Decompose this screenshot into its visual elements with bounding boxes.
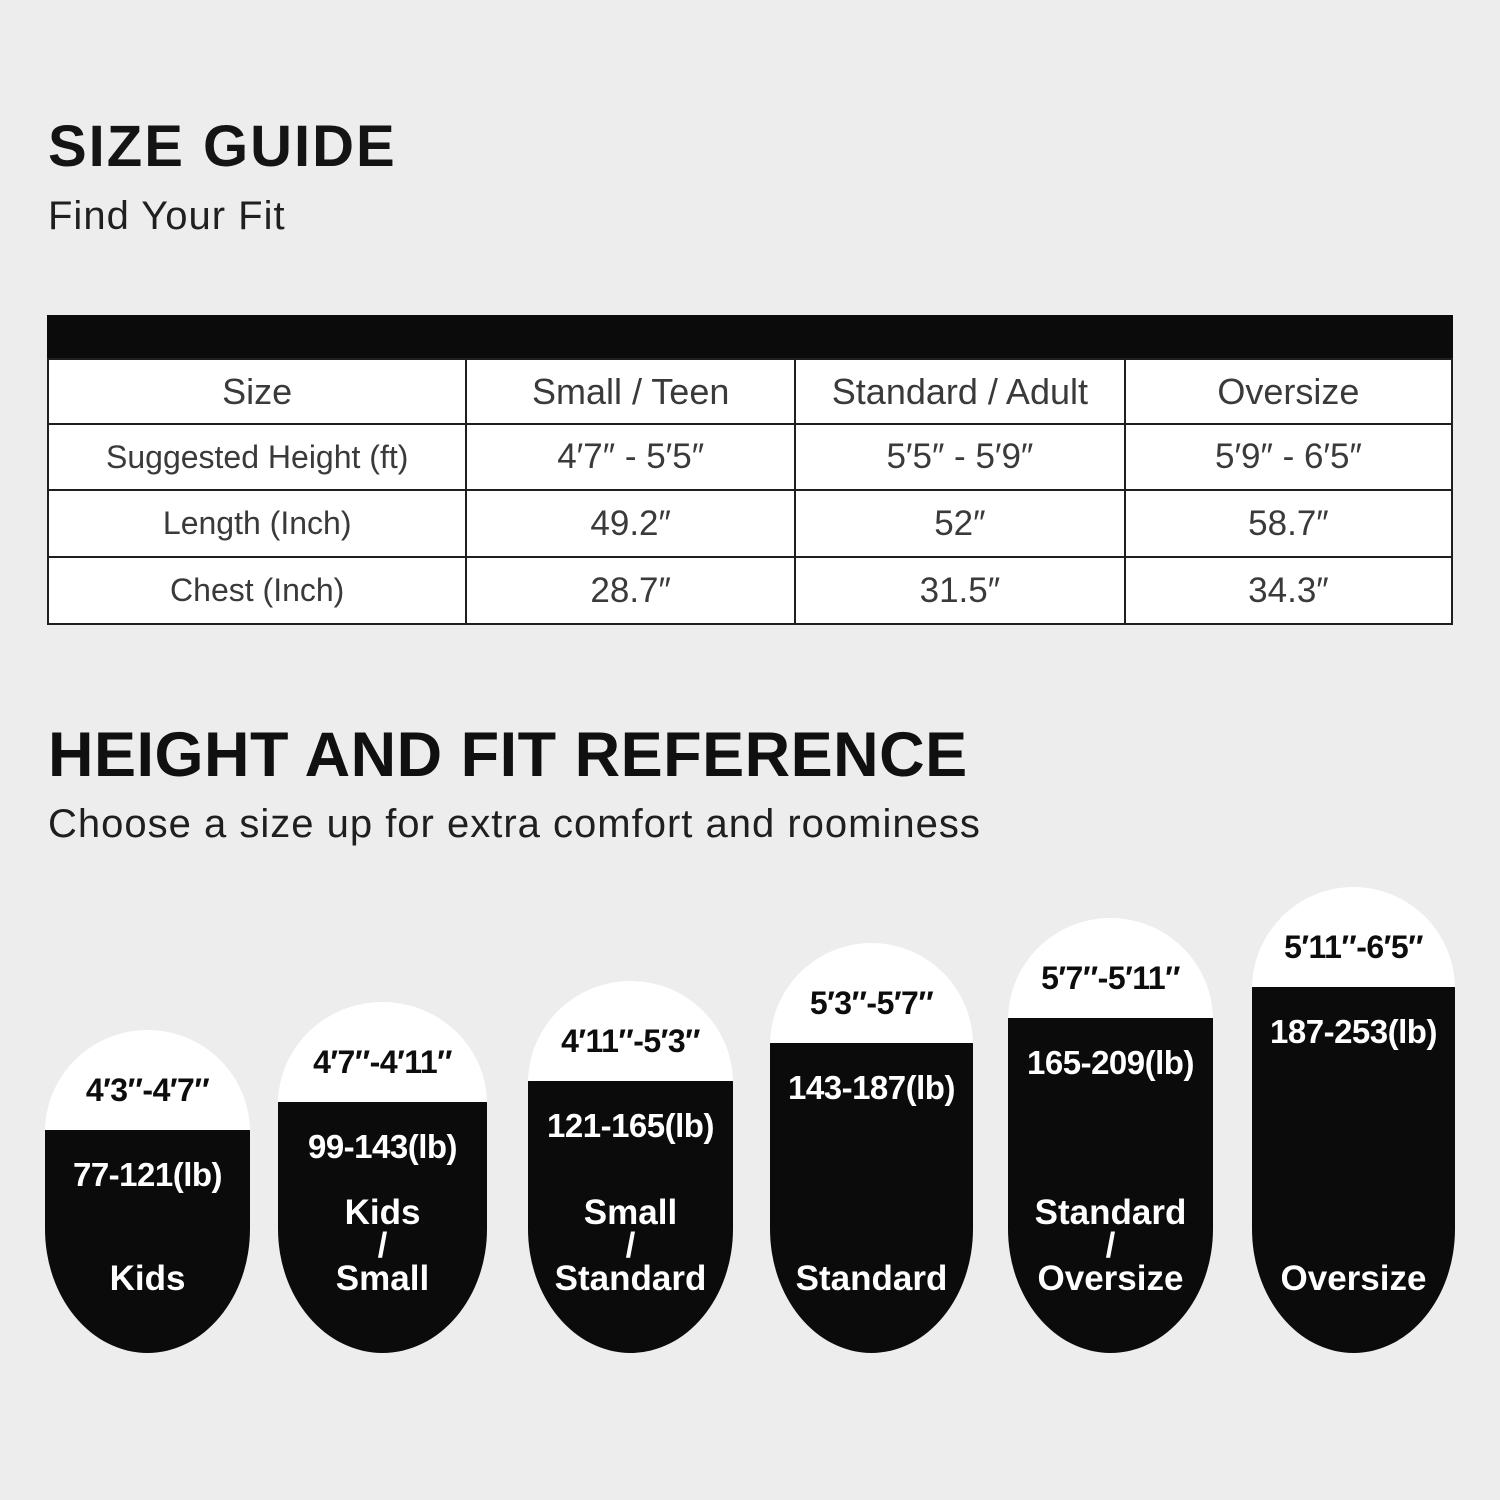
column-header-standard-adult: Standard / Adult: [793, 358, 1126, 425]
pill-weight-range: 187-253(lb): [1270, 1013, 1437, 1050]
pill-height-range: 5′11″-6′5″: [1284, 929, 1423, 965]
row-label-length: Length (Inch): [46, 489, 468, 558]
size-table-header-row: Size Small / Teen Standard / Adult Overs…: [46, 358, 1454, 425]
size-table: Size Small / Teen Standard / Adult Overs…: [46, 358, 1454, 625]
size-table-header-bar: [47, 315, 1453, 358]
pill-size-name: Standard: [795, 1259, 948, 1298]
cell-chest-small: 28.7″: [465, 556, 796, 625]
cell-chest-standard: 31.5″: [793, 556, 1126, 625]
table-row-length: Length (Inch) 49.2″ 52″ 58.7″: [46, 489, 1454, 558]
pill-height-range: 4′7″-4′11″: [313, 1044, 452, 1080]
cell-length-small: 49.2″: [465, 489, 796, 558]
size-pill-kids-small: 4′7″-4′11″ 99-143(lb) Kids / Small: [278, 1002, 487, 1353]
table-row-chest: Chest (Inch) 28.7″ 31.5″ 34.3″: [46, 556, 1454, 625]
pill-size-name: Oversize: [1280, 1259, 1427, 1298]
pill-black-body: [770, 1043, 973, 1353]
table-row-suggested-height: Suggested Height (ft) 4′7″ - 5′5″ 5′5″ -…: [46, 423, 1454, 491]
cell-chest-oversize: 34.3″: [1123, 556, 1454, 625]
pill-weight-range: 121-165(lb): [547, 1107, 714, 1144]
pill-black-body: [528, 1081, 733, 1353]
cell-height-standard: 5′5″ - 5′9″: [793, 423, 1126, 491]
pill-black-body: [278, 1102, 487, 1353]
pill-black-body: [1252, 987, 1455, 1353]
cell-length-standard: 52″: [793, 489, 1126, 558]
size-pill-standard-oversize: 5′7″-5′11″ 165-209(lb) Standard / Oversi…: [1008, 918, 1213, 1353]
pill-height-range: 5′3″-5′7″: [809, 985, 934, 1021]
pill-weight-range: 165-209(lb): [1027, 1044, 1194, 1081]
size-pill-kids: 4′3″-4′7″ 77-121(lb) Kids: [45, 1030, 250, 1353]
pill-height-range: 5′7″-5′11″: [1041, 960, 1180, 996]
column-header-oversize: Oversize: [1123, 358, 1454, 425]
page-subtitle: Find Your Fit: [48, 194, 286, 238]
pill-weight-range: 77-121(lb): [72, 1156, 223, 1193]
page-title: SIZE GUIDE: [48, 114, 397, 179]
size-pill-standard: 5′3″-5′7″ 143-187(lb) Standard: [770, 943, 973, 1353]
pill-size-name: Kids / Small: [335, 1193, 430, 1298]
pill-size-name: Standard / Oversize: [1034, 1193, 1187, 1298]
fit-reference-title: HEIGHT AND FIT REFERENCE: [48, 720, 968, 790]
cell-length-oversize: 58.7″: [1123, 489, 1454, 558]
size-pill-small-standard: 4′11″-5′3″ 121-165(lb) Small / Standard: [528, 981, 733, 1353]
pill-black-body: [45, 1130, 250, 1353]
row-label-chest: Chest (Inch): [46, 556, 468, 625]
column-header-size: Size: [46, 358, 468, 425]
pill-height-range: 4′3″-4′7″: [85, 1072, 210, 1108]
pill-height-range: 4′11″-5′3″: [561, 1023, 700, 1059]
pill-size-name: Kids: [109, 1259, 186, 1298]
cell-height-oversize: 5′9″ - 6′5″: [1123, 423, 1454, 491]
pill-size-name: Small / Standard: [554, 1193, 707, 1298]
row-label-suggested-height: Suggested Height (ft): [46, 423, 468, 491]
fit-reference-subtitle: Choose a size up for extra comfort and r…: [48, 802, 981, 846]
pill-black-body: [1008, 1018, 1213, 1353]
pill-weight-range: 143-187(lb): [788, 1069, 955, 1106]
cell-height-small: 4′7″ - 5′5″: [465, 423, 796, 491]
size-pill-oversize: 5′11″-6′5″ 187-253(lb) Oversize: [1252, 887, 1455, 1353]
column-header-small-teen: Small / Teen: [465, 358, 796, 425]
pill-weight-range: 99-143(lb): [307, 1128, 458, 1165]
